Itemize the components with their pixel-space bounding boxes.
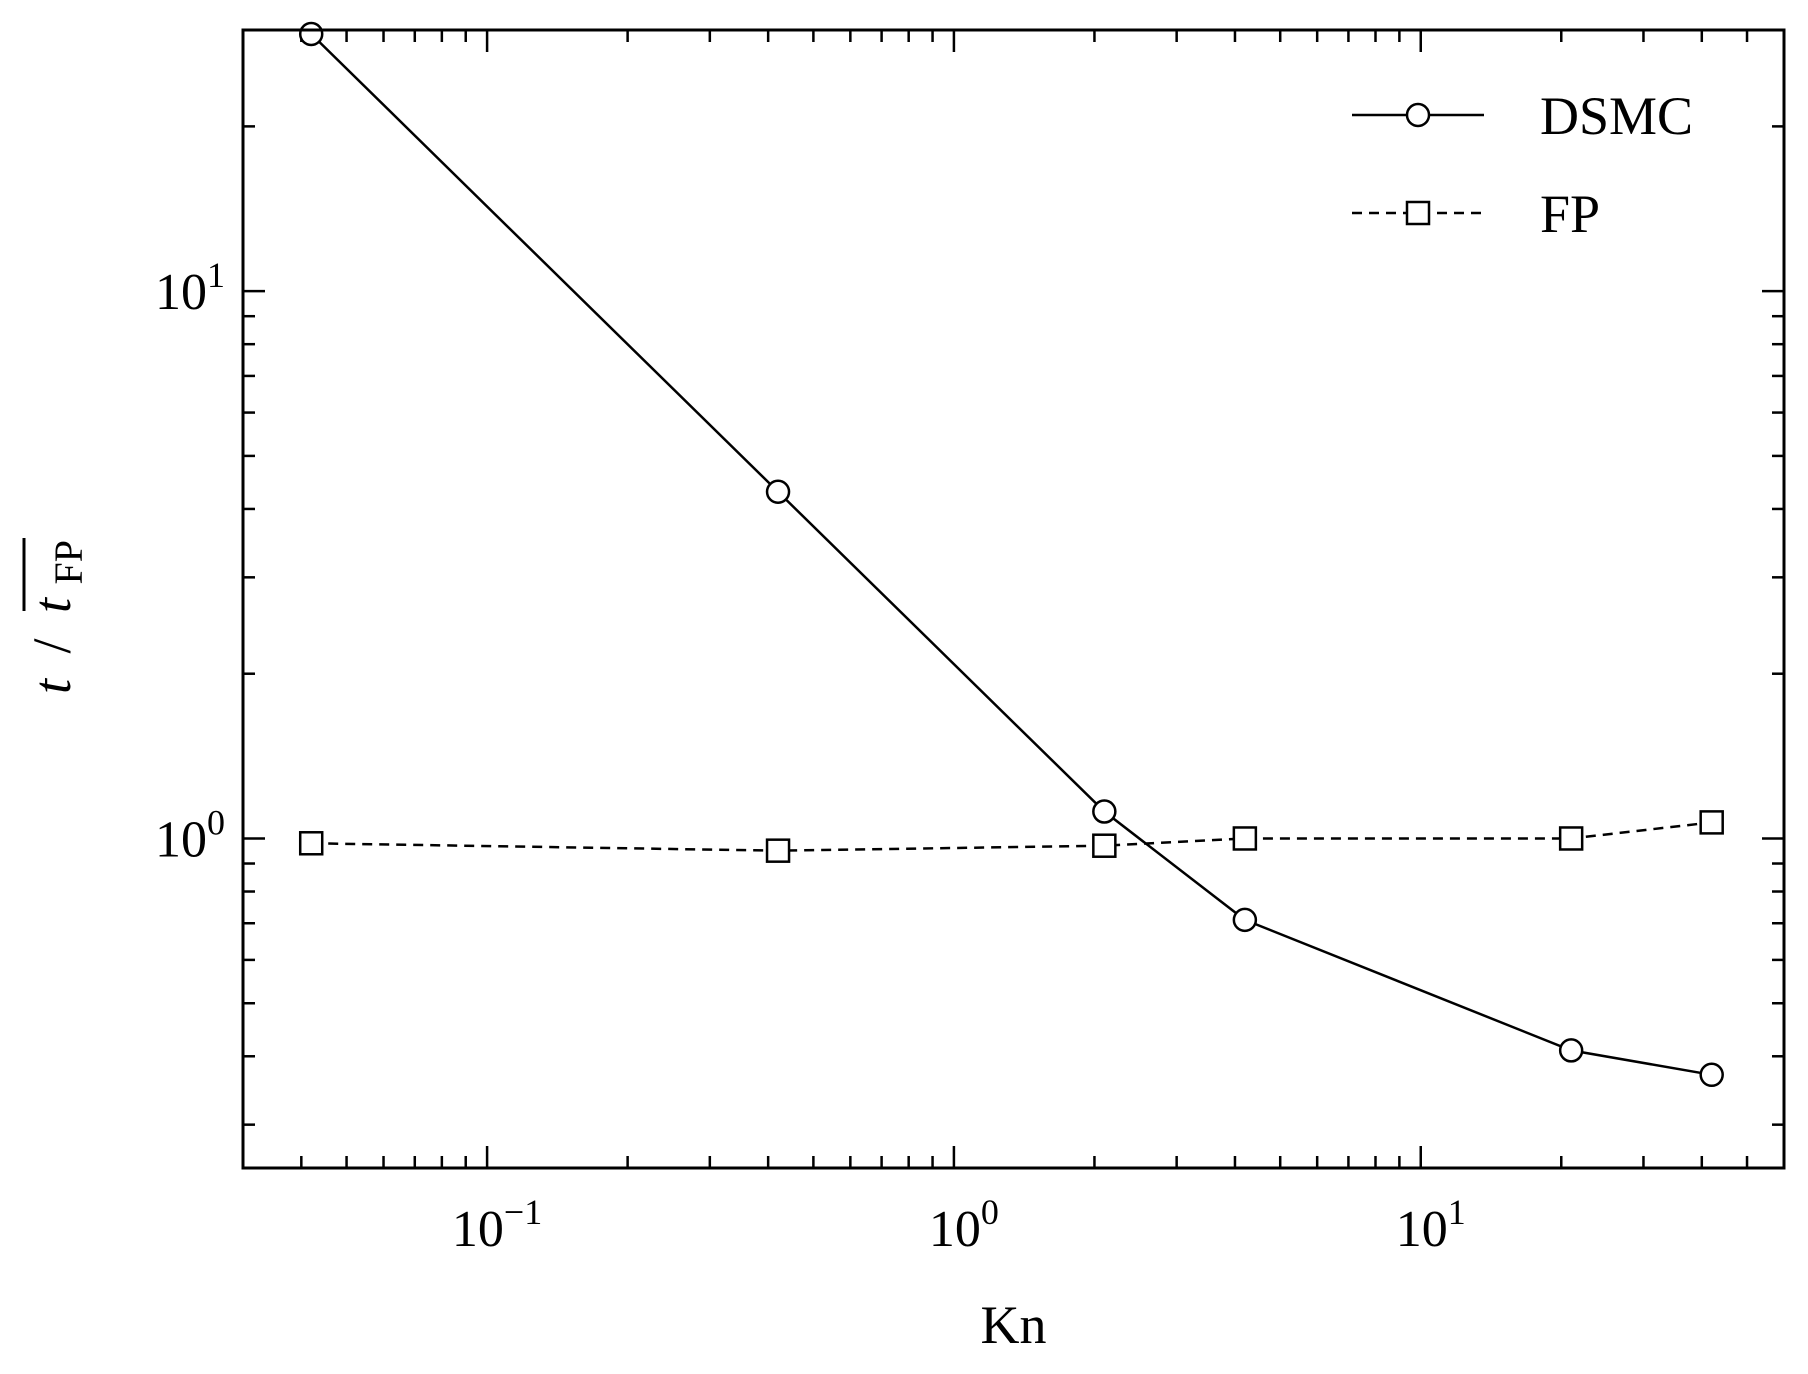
- y-tick-label-base: 10: [155, 811, 207, 868]
- y-tick-label: 101: [155, 255, 225, 321]
- x-tick-label: 10−1: [452, 1192, 542, 1258]
- data-point-dsmc: [1699, 1062, 1724, 1088]
- data-point-fp: [1092, 833, 1117, 858]
- data-point-dsmc: [765, 479, 791, 505]
- legend: DSMC FP: [1352, 86, 1693, 244]
- data-point-fp: [1232, 826, 1258, 851]
- y-axis-label-prefix: t: [22, 677, 82, 694]
- x-tick-label-exponent: 0: [981, 1192, 999, 1232]
- legend-label-dsmc: DSMC: [1540, 86, 1693, 146]
- x-tick-label: 101: [1396, 1192, 1466, 1258]
- x-tick-label-base: 10: [452, 1201, 504, 1258]
- series-line-fp: [311, 821, 1712, 852]
- data-point-fp: [1699, 810, 1724, 835]
- series-layer: [298, 21, 1724, 1088]
- plot-frame: [241, 28, 1786, 1170]
- data-point-dsmc: [1558, 1038, 1584, 1063]
- y-tick-label-exponent: 1: [207, 255, 225, 295]
- data-point-dsmc: [298, 21, 324, 47]
- data-point-fp: [1558, 826, 1584, 851]
- series-line-dsmc: [310, 33, 1712, 1077]
- legend-marker-dsmc: [1405, 102, 1431, 128]
- x-axis-label: Kn: [981, 1295, 1047, 1355]
- legend-label-fp: FP: [1540, 184, 1600, 244]
- data-point-fp: [765, 838, 791, 863]
- x-tick-label: 100: [929, 1192, 999, 1258]
- legend-marker-fp: [1405, 200, 1431, 226]
- data-point-dsmc: [1092, 799, 1117, 824]
- data-point-dsmc: [1232, 907, 1258, 933]
- y-tick-label: 100: [155, 802, 225, 868]
- y-axis-label-separator: /: [22, 638, 82, 653]
- y-tick-label-base: 10: [155, 264, 207, 321]
- x-tick-label-exponent: −1: [504, 1192, 542, 1232]
- x-tick-label-exponent: 1: [1448, 1192, 1466, 1232]
- x-tick-label-base: 10: [929, 1201, 981, 1258]
- y-tick-label-exponent: 0: [207, 802, 225, 842]
- data-point-fp: [298, 831, 324, 856]
- y-axis-label-subscript: FP: [46, 540, 91, 585]
- x-tick-label-base: 10: [1396, 1201, 1448, 1258]
- y-axis-label-base: t: [22, 596, 82, 613]
- ticks-layer: [241, 28, 1786, 1168]
- y-axis-label: t / t FP: [22, 540, 91, 694]
